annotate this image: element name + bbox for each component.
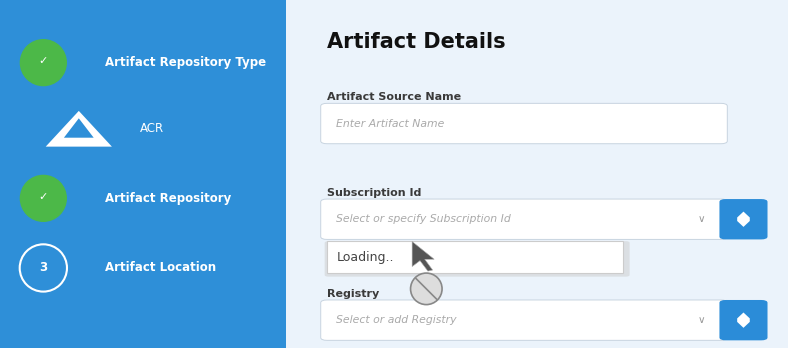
Polygon shape (412, 242, 434, 271)
FancyBboxPatch shape (719, 300, 768, 340)
Ellipse shape (20, 39, 67, 86)
Text: Select or specify Subscription Id: Select or specify Subscription Id (336, 214, 511, 224)
FancyBboxPatch shape (325, 241, 630, 277)
Ellipse shape (20, 175, 67, 222)
Text: Artifact Repository: Artifact Repository (105, 192, 231, 205)
Text: Select or add Registry: Select or add Registry (336, 315, 457, 325)
Text: Subscription Id: Subscription Id (327, 188, 422, 198)
FancyBboxPatch shape (321, 103, 727, 144)
Text: Enter Artifact Name: Enter Artifact Name (336, 119, 445, 128)
Text: ∨: ∨ (697, 315, 705, 325)
Text: ACR: ACR (140, 122, 165, 135)
Text: ✓: ✓ (39, 56, 48, 66)
Ellipse shape (411, 273, 442, 304)
Text: Loading..: Loading.. (336, 251, 394, 264)
FancyBboxPatch shape (321, 199, 727, 239)
Polygon shape (737, 212, 750, 227)
Text: 3: 3 (39, 261, 47, 275)
Polygon shape (64, 118, 94, 138)
FancyBboxPatch shape (327, 241, 623, 273)
Text: Registry: Registry (327, 289, 379, 299)
Bar (286, 0, 788, 348)
FancyBboxPatch shape (321, 300, 727, 340)
Text: Artifact Repository Type: Artifact Repository Type (105, 56, 266, 69)
Text: Artifact Details: Artifact Details (327, 32, 506, 52)
Text: Artifact Source Name: Artifact Source Name (327, 93, 461, 102)
Text: ✓: ✓ (39, 192, 48, 201)
Text: ∨: ∨ (697, 214, 705, 224)
FancyBboxPatch shape (719, 199, 768, 239)
Text: Artifact Location: Artifact Location (105, 261, 216, 275)
Bar (0, 0, 286, 348)
Polygon shape (737, 313, 750, 328)
Polygon shape (46, 111, 112, 147)
